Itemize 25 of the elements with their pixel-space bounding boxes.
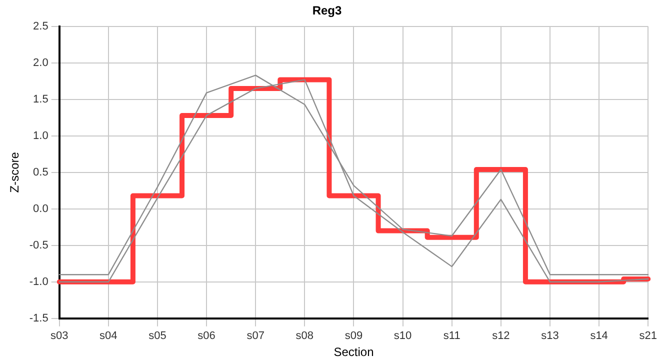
x-tick-label: s11: [443, 330, 460, 342]
y-tick-label: -1.0: [29, 276, 48, 288]
x-tick-label: s07: [246, 330, 264, 342]
x-tick-label: s08: [296, 330, 314, 342]
y-axis-title: Z-score: [8, 152, 22, 193]
x-tick-label: s13: [541, 330, 559, 342]
x-tick-label: s14: [590, 330, 608, 342]
y-tick-label: 0.0: [33, 202, 48, 215]
y-tick-label: -0.5: [29, 239, 48, 252]
x-tick-label: s03: [50, 330, 68, 342]
x-axis-title: Section: [334, 345, 374, 360]
x-tick-label: s05: [148, 330, 166, 342]
y-tick-label: 2.0: [33, 56, 48, 69]
y-tick-label: 2.5: [33, 20, 48, 32]
x-tick-label: s06: [198, 330, 216, 342]
chart-title: Reg3: [312, 4, 342, 18]
y-tick-label: -1.5: [29, 312, 48, 324]
y-tick-label: 0.5: [33, 166, 48, 178]
x-tick-label: s21: [639, 330, 658, 342]
y-tick-label: 1.0: [33, 130, 48, 142]
x-tick-label: s09: [344, 330, 363, 342]
y-tick-label: 1.5: [33, 93, 48, 106]
x-tick-label: s12: [492, 330, 510, 342]
x-tick-label: s10: [394, 330, 412, 342]
x-tick-label: s04: [100, 330, 118, 342]
